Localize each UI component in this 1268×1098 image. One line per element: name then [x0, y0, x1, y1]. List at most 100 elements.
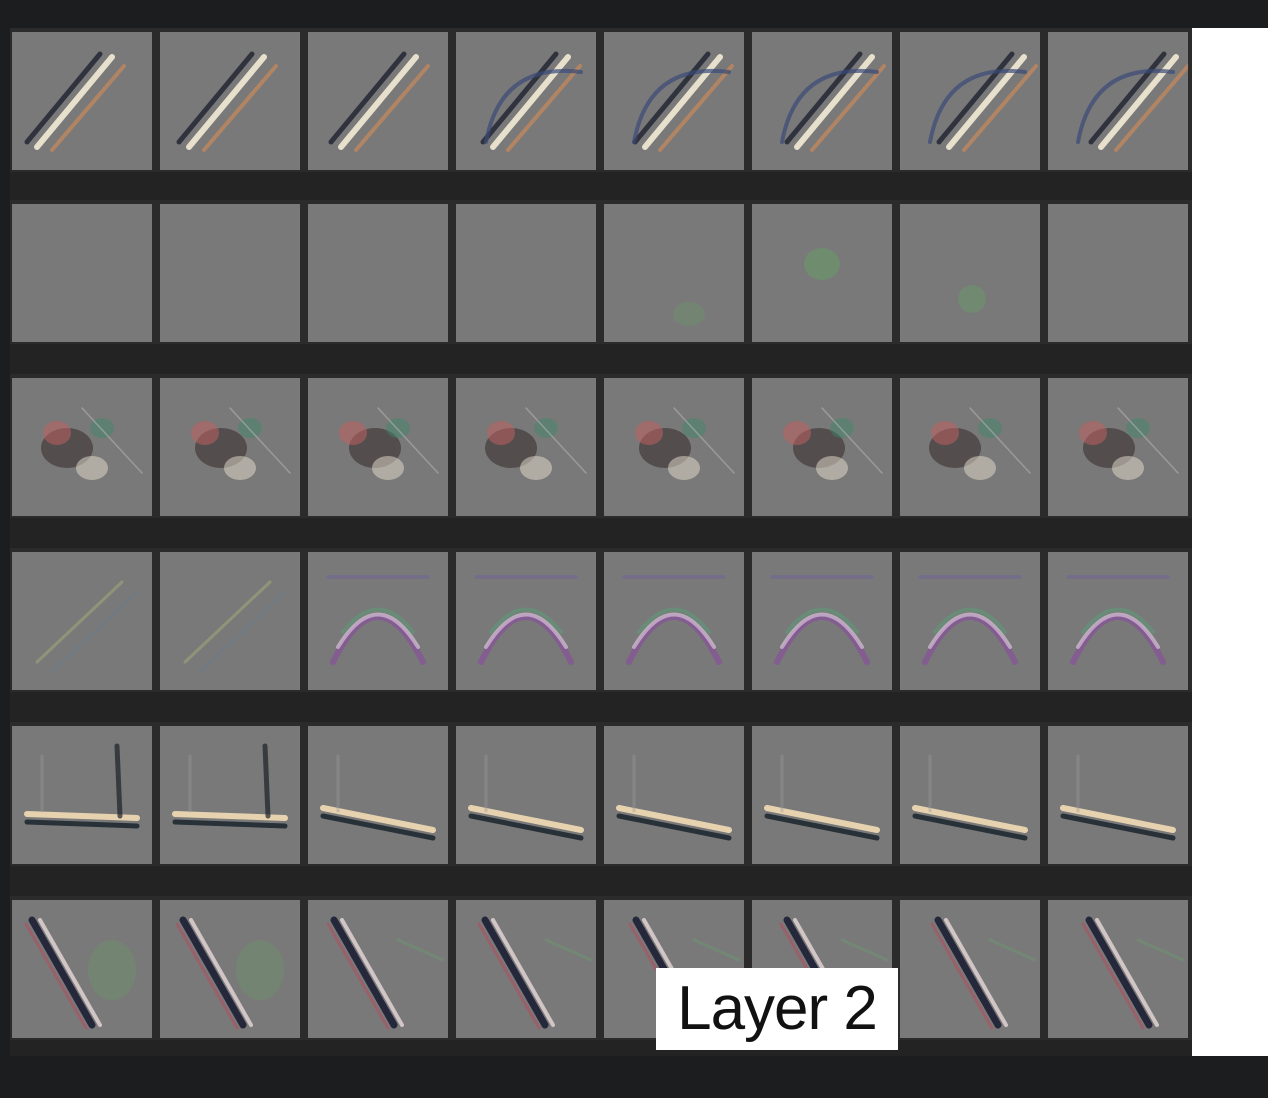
feature-row	[10, 200, 1192, 344]
feature-pattern	[635, 407, 735, 480]
feature-pattern	[328, 51, 430, 152]
feature-pattern	[616, 754, 732, 841]
feature-pattern	[929, 407, 1031, 480]
feature-pattern	[770, 575, 874, 665]
feature-tile	[456, 378, 596, 516]
feature-tile	[456, 726, 596, 864]
feature-tile	[900, 378, 1040, 516]
feature-tile	[900, 204, 1040, 342]
feature-tile	[12, 552, 152, 690]
feature-tile	[12, 378, 152, 516]
feature-pattern	[783, 407, 883, 480]
feature-pattern	[912, 754, 1028, 841]
feature-tile	[900, 726, 1040, 864]
feature-pattern	[320, 754, 436, 841]
feature-pattern	[326, 575, 430, 665]
feature-tile	[1048, 204, 1188, 342]
feature-pattern	[930, 916, 1037, 1030]
feature-pattern	[35, 580, 139, 674]
feature-pattern	[24, 51, 126, 152]
feature-tile	[1048, 900, 1188, 1038]
feature-row	[10, 548, 1192, 692]
feature-visualization-grid	[10, 28, 1192, 1056]
feature-pattern	[41, 407, 143, 480]
layer-label: Layer 2	[656, 968, 898, 1050]
feature-tile	[160, 32, 300, 170]
feature-tile	[900, 32, 1040, 170]
feature-tile	[308, 32, 448, 170]
feature-pattern	[1076, 51, 1188, 152]
feature-tile	[752, 204, 892, 342]
feature-pattern	[673, 302, 705, 326]
feature-tile	[308, 900, 448, 1038]
feature-tile	[160, 552, 300, 690]
feature-pattern	[1066, 575, 1170, 665]
feature-tile	[1048, 32, 1188, 170]
feature-pattern	[1060, 754, 1176, 841]
feature-tile	[752, 378, 892, 516]
feature-tile	[752, 32, 892, 170]
feature-pattern	[764, 754, 880, 841]
feature-pattern	[24, 916, 136, 1030]
feature-tile	[308, 726, 448, 864]
feature-tile	[160, 378, 300, 516]
feature-pattern	[1079, 407, 1179, 480]
feature-pattern	[191, 407, 291, 480]
feature-tile	[12, 900, 152, 1038]
feature-tile	[604, 552, 744, 690]
feature-row	[10, 374, 1192, 518]
bottom-bar	[0, 1056, 1268, 1098]
feature-tile	[456, 552, 596, 690]
right-margin	[1192, 28, 1268, 1056]
feature-pattern	[1048, 204, 1188, 342]
feature-tile	[604, 204, 744, 342]
feature-pattern	[918, 575, 1022, 665]
feature-pattern	[160, 204, 300, 342]
feature-pattern	[632, 51, 734, 152]
feature-tile	[604, 378, 744, 516]
feature-tile	[12, 32, 152, 170]
feature-tile	[308, 552, 448, 690]
feature-tile	[900, 552, 1040, 690]
feature-tile	[160, 726, 300, 864]
feature-pattern	[326, 916, 445, 1030]
feature-pattern	[928, 51, 1038, 152]
feature-tile	[456, 204, 596, 342]
feature-tile	[752, 552, 892, 690]
feature-tile	[160, 900, 300, 1038]
feature-pattern	[780, 51, 886, 152]
feature-pattern	[480, 51, 583, 152]
feature-pattern	[183, 580, 287, 674]
feature-tile	[752, 726, 892, 864]
feature-pattern	[12, 204, 152, 342]
feature-pattern	[339, 407, 439, 480]
feature-tile	[1048, 552, 1188, 690]
feature-tile	[456, 32, 596, 170]
feature-tile	[1048, 726, 1188, 864]
feature-row	[10, 28, 1192, 172]
feature-pattern	[24, 743, 140, 829]
feature-pattern	[175, 916, 284, 1030]
feature-pattern	[176, 51, 278, 152]
feature-row	[10, 896, 1192, 1040]
feature-pattern	[477, 916, 593, 1030]
feature-tile	[604, 726, 744, 864]
feature-pattern	[485, 407, 587, 480]
feature-row	[10, 722, 1192, 866]
feature-tile	[12, 204, 152, 342]
feature-tile	[12, 726, 152, 864]
feature-pattern	[456, 204, 596, 342]
feature-pattern	[622, 575, 726, 665]
feature-tile	[604, 32, 744, 170]
feature-pattern	[468, 754, 584, 841]
feature-pattern	[308, 204, 448, 342]
feature-pattern	[474, 575, 578, 665]
feature-tile	[160, 204, 300, 342]
feature-pattern	[1081, 916, 1185, 1030]
feature-pattern	[172, 743, 288, 829]
feature-tile	[308, 204, 448, 342]
feature-pattern	[958, 285, 986, 313]
feature-tile	[1048, 378, 1188, 516]
feature-tile	[456, 900, 596, 1038]
feature-tile	[308, 378, 448, 516]
